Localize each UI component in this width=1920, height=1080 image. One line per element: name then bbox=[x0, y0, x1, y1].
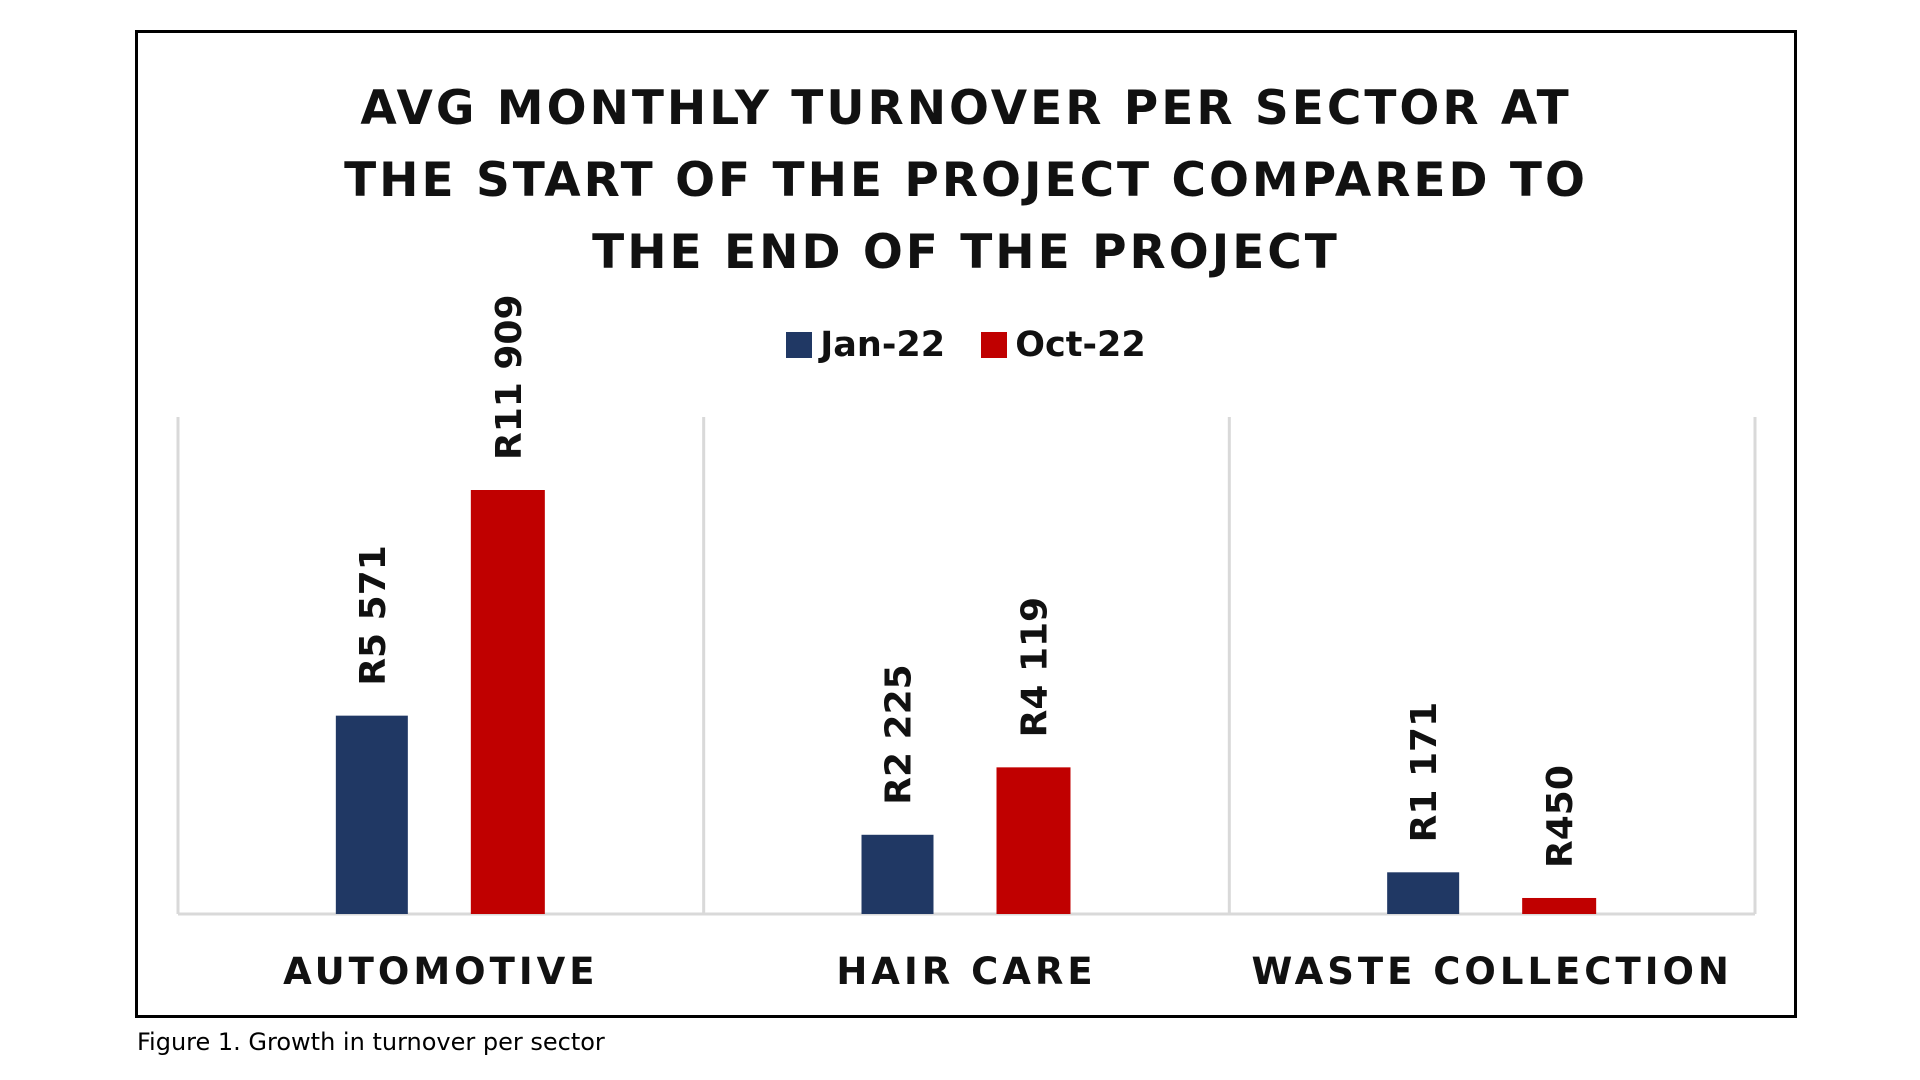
data-label-oct-22-waste-collection: R450 bbox=[1540, 765, 1581, 868]
data-label-oct-22-hair-care: R4 119 bbox=[1015, 597, 1056, 737]
data-label-oct-22-automotive: R11 909 bbox=[489, 295, 530, 461]
data-label-jan-22-waste-collection: R1 171 bbox=[1404, 702, 1445, 842]
bar-chart-plot: R5 571 R11 909 AUTOMOTIVE R2 225 R4 119 HAIR … bbox=[0, 0, 1920, 1080]
data-label-jan-22-hair-care: R2 225 bbox=[879, 664, 920, 804]
bar-jan-22-hair-care bbox=[862, 835, 934, 914]
bar-oct-22-waste-collection bbox=[1522, 898, 1596, 914]
bar-jan-22-waste-collection bbox=[1387, 872, 1459, 914]
category-label-hair-care: HAIR CARE bbox=[836, 950, 1096, 993]
bar-oct-22-automotive bbox=[471, 490, 545, 914]
category-label-waste-collection: WASTE COLLECTION bbox=[1251, 950, 1732, 993]
bar-oct-22-hair-care bbox=[997, 767, 1071, 914]
bar-jan-22-automotive bbox=[336, 716, 408, 914]
figure-caption: Figure 1. Growth in turnover per sector bbox=[137, 1028, 605, 1056]
category-label-automotive: AUTOMOTIVE bbox=[283, 950, 598, 993]
data-label-jan-22-automotive: R5 571 bbox=[353, 545, 394, 685]
